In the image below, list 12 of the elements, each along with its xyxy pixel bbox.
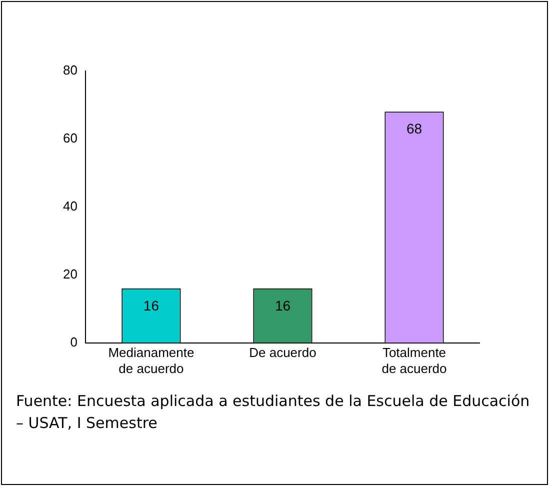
y-tick-label: 60	[62, 130, 78, 146]
source-note: Fuente: Encuesta aplicada a estudiantes de la Escuela de Educación – USAT, I Semestre	[16, 391, 531, 434]
data-label: 16	[143, 297, 160, 314]
data-label: 16	[274, 297, 291, 314]
x-tick-label: Medianamente de acuerdo	[108, 345, 194, 376]
y-tick-label: 0	[70, 334, 78, 350]
y-tick-label: 80	[62, 62, 78, 78]
y-tick-label: 40	[62, 198, 78, 214]
x-tick-label: De acuerdo	[249, 345, 316, 360]
y-tick-label: 20	[62, 266, 78, 282]
data-label: 68	[406, 120, 422, 136]
x-tick-label: Totalmente de acuerdo	[382, 345, 447, 376]
